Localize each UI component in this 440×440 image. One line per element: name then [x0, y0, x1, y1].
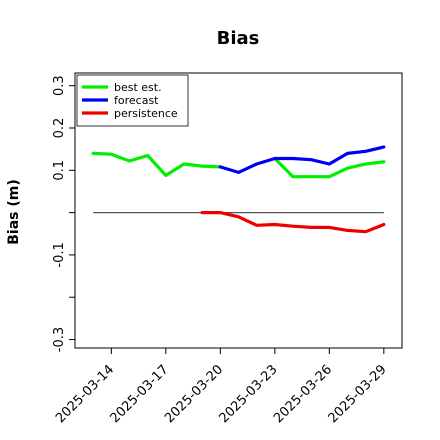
x-axis: 2025-03-142025-03-172025-03-202025-03-23… — [53, 348, 390, 426]
legend-label: persistence — [114, 107, 178, 120]
legend-label: forecast — [114, 94, 159, 107]
y-axis: -0.3 -0.1 0.1 0.2 0.3 — [52, 75, 75, 352]
series-line-persistence — [200, 211, 386, 234]
series-layer — [91, 145, 386, 234]
plot-frame — [74, 72, 403, 349]
series-line-forecast — [218, 145, 386, 174]
y-tick-label: -0.3 — [52, 327, 67, 352]
y-tick-label: 0.3 — [52, 75, 67, 96]
y-axis-label: Bias (m) — [6, 179, 22, 245]
y-tick-label: 0.1 — [52, 160, 67, 181]
chart-title: Bias — [217, 28, 260, 49]
y-tick-label: 0.2 — [52, 118, 67, 139]
x-tick-label: 2025-03-29 — [326, 362, 390, 426]
y-tick-label: -0.1 — [52, 242, 67, 267]
series-line-best-est — [91, 151, 386, 179]
legend-label: best est. — [114, 81, 162, 94]
